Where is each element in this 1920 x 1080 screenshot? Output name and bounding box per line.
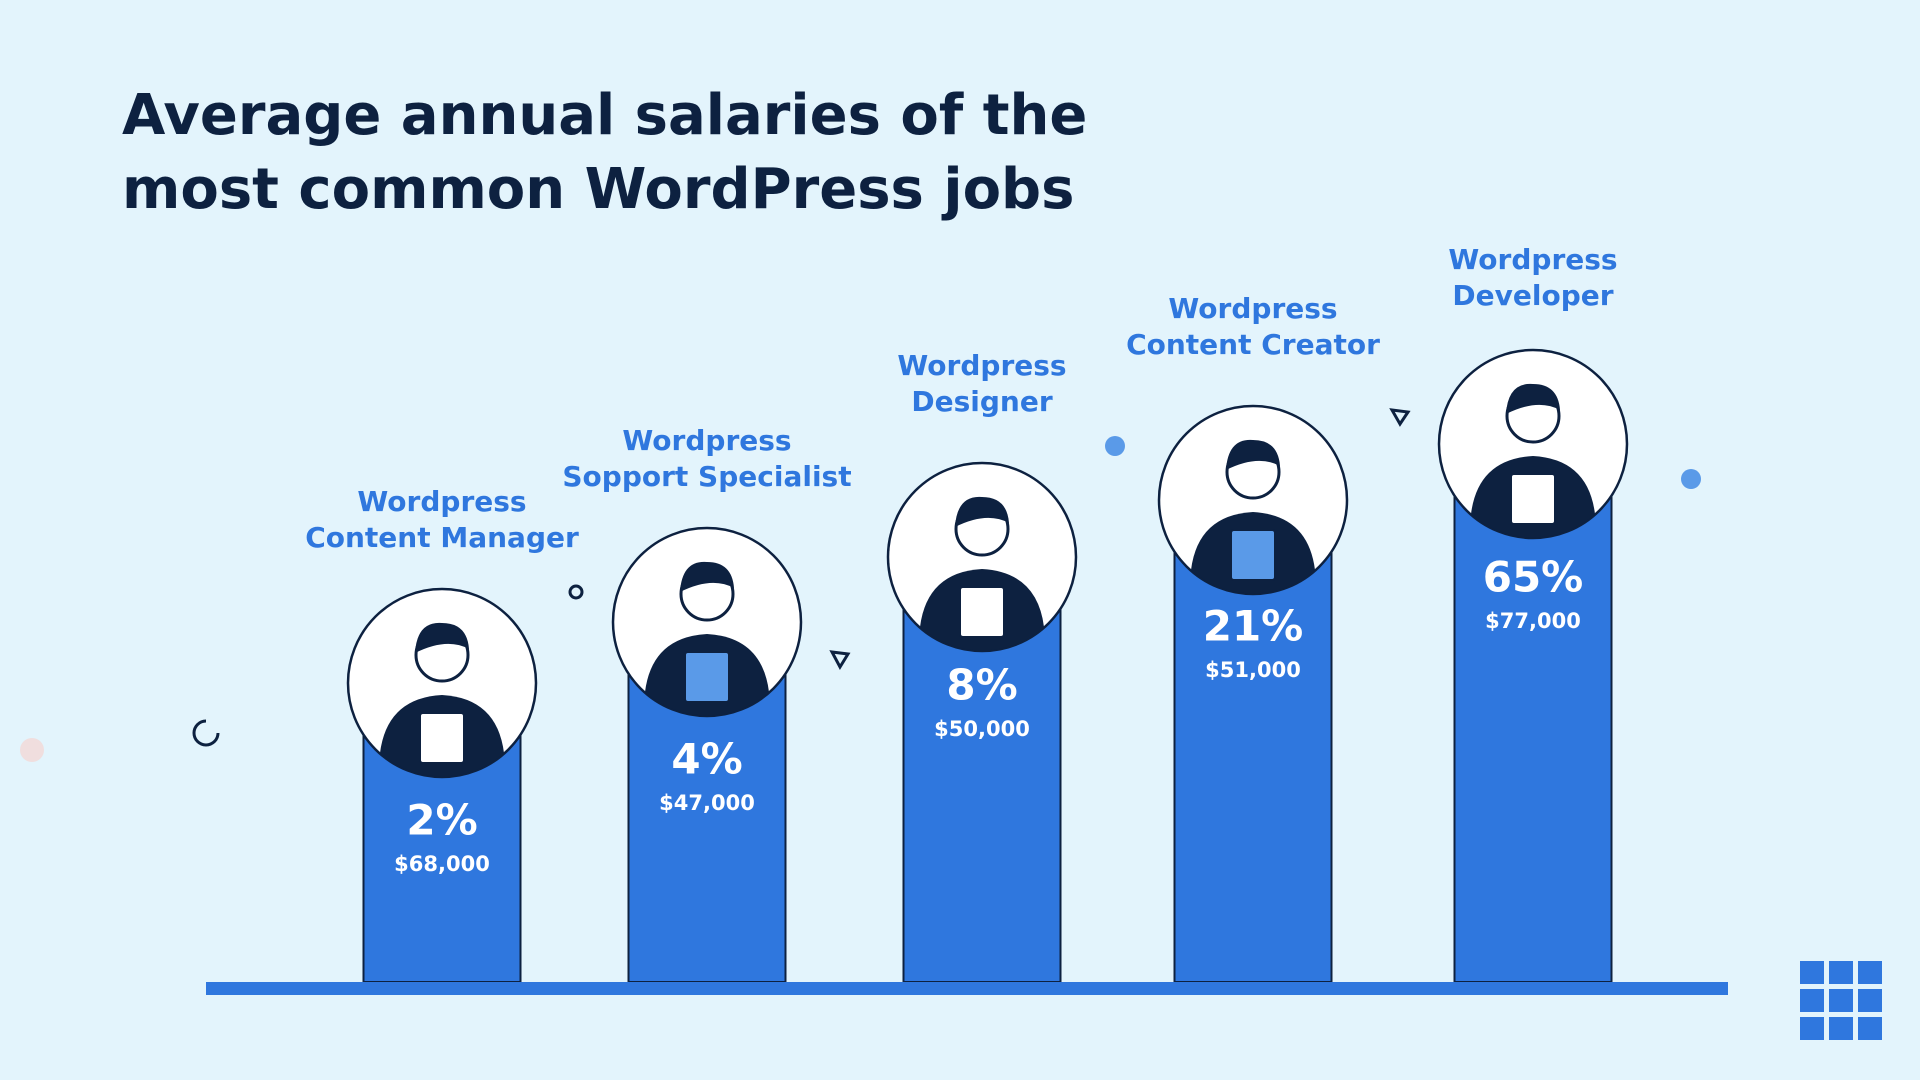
salary-label: $68,000 — [394, 852, 490, 876]
salary-label: $51,000 — [1205, 658, 1301, 682]
avatar-item — [1230, 529, 1276, 581]
share-label: 8% — [946, 661, 1017, 710]
logo-cell — [1829, 989, 1853, 1012]
job-name: Wordpress — [1168, 292, 1337, 325]
share-label: 21% — [1203, 602, 1304, 651]
logo-cell — [1858, 989, 1882, 1012]
avatar-hair — [680, 561, 734, 592]
job-name: Content Manager — [305, 521, 579, 554]
avatar-hair — [1506, 383, 1560, 414]
job-name: Sopport Specialist — [562, 460, 851, 493]
logo-cell — [1800, 989, 1824, 1012]
share-label: 2% — [406, 796, 477, 845]
logo-cell — [1858, 1017, 1882, 1040]
logo — [1800, 961, 1882, 1040]
share-label: 4% — [671, 735, 742, 784]
title-line: most common WordPress jobs — [122, 157, 1074, 222]
decor-dot — [20, 738, 44, 762]
job-name: Designer — [911, 385, 1052, 418]
decor-dot — [1105, 436, 1125, 456]
avatar-hair — [955, 496, 1009, 527]
job-name: Wordpress — [897, 349, 1066, 382]
salary-label: $47,000 — [659, 791, 755, 815]
job-name: Wordpress — [1448, 243, 1617, 276]
logo-cell — [1829, 1017, 1853, 1040]
job-name: Wordpress — [622, 424, 791, 457]
share-label: 65% — [1483, 553, 1584, 602]
decor-dot — [1681, 469, 1701, 489]
salary-label: $77,000 — [1485, 609, 1581, 633]
job-name: Content Creator — [1126, 328, 1380, 361]
avatar-hair — [415, 622, 469, 653]
avatar-item — [1510, 473, 1556, 525]
logo-cell — [1800, 961, 1824, 984]
logo-cell — [1800, 1017, 1824, 1040]
decor-triangle — [1389, 408, 1411, 427]
decor-arc — [192, 719, 220, 747]
decor-ring — [568, 584, 584, 600]
decor-triangle — [829, 650, 851, 671]
title-line: Average annual salaries of the — [122, 83, 1087, 148]
job-name: Developer — [1452, 279, 1613, 312]
logo-cell — [1858, 961, 1882, 984]
avatar-hair — [1226, 439, 1280, 470]
job-name: Wordpress — [357, 485, 526, 518]
avatar-item — [684, 651, 730, 703]
salary-label: $50,000 — [934, 717, 1030, 741]
avatar-item — [419, 712, 465, 764]
logo-cell — [1829, 961, 1853, 984]
baseline — [206, 982, 1728, 995]
avatar-item — [959, 586, 1005, 638]
